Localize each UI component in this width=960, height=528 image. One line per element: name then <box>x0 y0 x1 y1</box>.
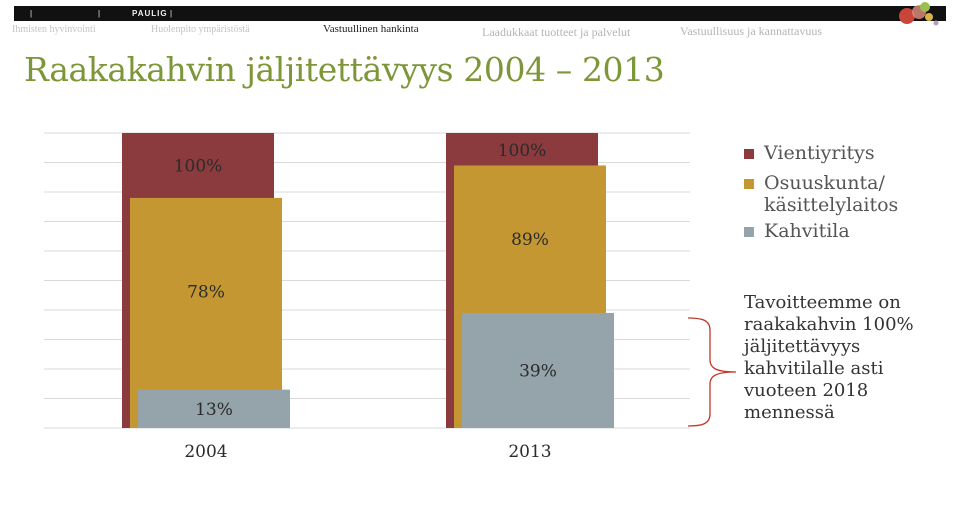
legend-swatch <box>744 227 754 237</box>
legend-label: Vientiyritys <box>764 142 875 164</box>
legend-swatch <box>744 149 754 159</box>
data-label-2004-series-2: 78% <box>187 283 225 303</box>
legend-label: Kahvitila <box>764 220 850 242</box>
top-navigation-bar: | | PAULIG | <box>14 6 946 21</box>
chart-x-tick-labels: 2004 2013 <box>184 442 551 462</box>
data-label-2004-series-3: 13% <box>195 400 233 420</box>
nav-item-vastuullinen-hankinta[interactable]: Vastuullinen hankinta <box>323 23 419 35</box>
bar-2004-series-3 <box>138 389 290 428</box>
stacked-bar-chart: 100% 78% 13% 100% 89% 39% 2004 2013 <box>44 132 690 462</box>
nav-item-vastuullisuus-kannattavuus[interactable]: Vastuullisuus ja kannattavuus <box>680 24 822 38</box>
chart-data-labels: 100% 78% 13% 100% 89% 39% <box>174 141 557 420</box>
page-title: Raakakahvin jäljitettävyys 2004 – 2013 <box>24 50 665 89</box>
chart-bars <box>122 133 614 428</box>
data-label-2013-series-1: 100% <box>498 141 547 161</box>
nav-item-huolenpito-ymparistosta[interactable]: Huolenpito ympäristöstä <box>151 24 250 35</box>
data-label-2013-series-3: 39% <box>519 361 557 381</box>
data-label-2013-series-2: 89% <box>511 230 549 250</box>
brand-name[interactable]: PAULIG <box>132 9 168 18</box>
bar-2013-series-3 <box>462 312 614 428</box>
legend-label: Osuuskunta/ käsittelylaitos <box>764 172 899 216</box>
nav-item-ihmisten-hyvinvointi[interactable]: Ihmisten hyvinvointi <box>12 24 96 35</box>
separator: | <box>170 9 173 18</box>
target-note: Tavoitteemme on raakakahvin 100% jäljite… <box>744 292 914 423</box>
legend-swatch <box>744 179 754 189</box>
data-label-2004-series-1: 100% <box>174 156 223 176</box>
separator: | <box>30 9 33 18</box>
x-tick-label: 2004 <box>184 442 227 462</box>
nav-item-laadukkaat-tuotteet[interactable]: Laadukkaat tuotteet ja palvelut <box>482 25 631 39</box>
separator: | <box>98 9 101 18</box>
x-tick-label: 2013 <box>508 442 551 462</box>
brace-icon <box>687 317 737 427</box>
logo-icon <box>899 2 939 26</box>
